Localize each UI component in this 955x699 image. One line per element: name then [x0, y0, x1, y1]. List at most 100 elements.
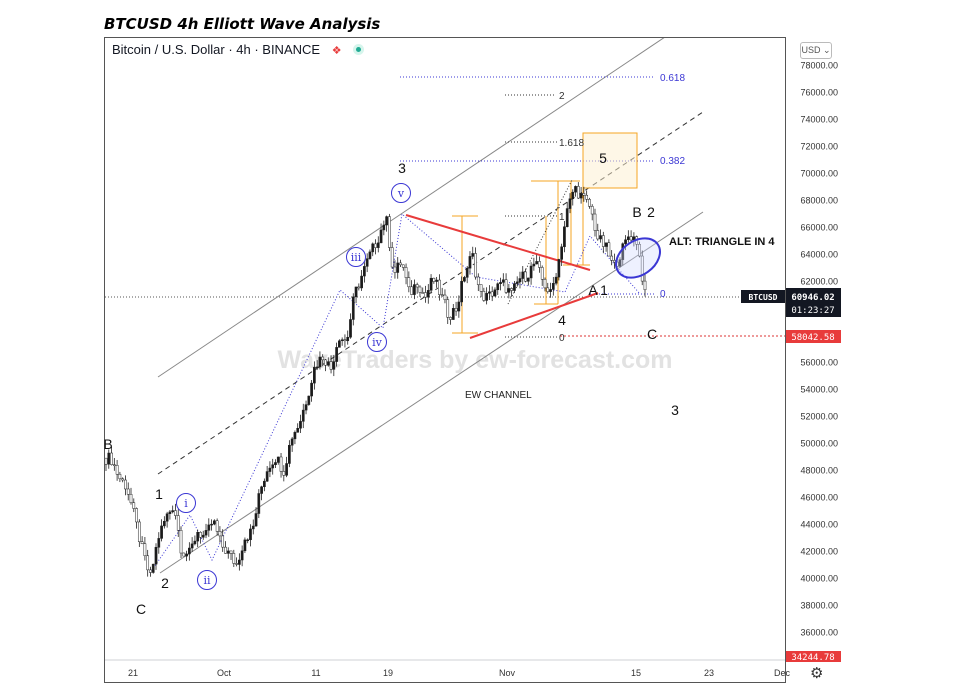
candle-body — [490, 291, 494, 297]
x-tick-label: 19 — [383, 668, 393, 678]
candle-body — [401, 264, 405, 268]
candle-body — [318, 356, 322, 368]
page-title: BTCUSD 4h Elliott Wave Analysis — [104, 15, 381, 33]
time-axis[interactable]: 21 Oct 11 19 Nov 15 23 Dec — [128, 668, 791, 678]
candle-body — [240, 550, 244, 561]
gear-icon[interactable]: ⚙ — [810, 665, 824, 682]
candle-body — [404, 267, 408, 278]
candle-body — [643, 280, 647, 291]
candle-body — [215, 520, 219, 532]
candle-body — [118, 473, 122, 480]
candle-body — [271, 464, 275, 469]
wave-label: ii — [203, 574, 211, 587]
candle-body — [321, 356, 325, 361]
candle-body — [335, 347, 338, 362]
candle-body — [210, 523, 213, 526]
candle-body — [274, 462, 277, 465]
candle-body — [146, 555, 150, 571]
watermark: WaveTraders by ew-forecast.com — [277, 346, 672, 374]
candle-body — [329, 361, 333, 370]
candle-body — [551, 283, 555, 290]
price-tag-symbol: BTCUSD — [749, 293, 778, 302]
candle-body — [360, 275, 363, 289]
wave-label: 2 — [647, 204, 655, 220]
wave-label-circle — [176, 493, 196, 513]
alt-triangle-ellipse[interactable] — [609, 230, 668, 285]
candle-body — [313, 366, 316, 384]
candle-body — [324, 359, 327, 366]
price-tag-last: 60946.02 — [791, 293, 834, 303]
candle-body — [160, 525, 163, 539]
live-dot-icon[interactable] — [353, 44, 365, 55]
candle-body — [399, 262, 402, 266]
fib-label-0618: 0.618 — [660, 73, 685, 84]
x-tick-label: 15 — [631, 668, 641, 678]
candle-body — [338, 340, 341, 348]
candle-body — [363, 266, 366, 277]
price-tag-bottom: 34244.78 — [791, 653, 834, 663]
candle-body — [162, 520, 166, 527]
candle-body — [296, 428, 300, 433]
x-tick-label: Nov — [499, 668, 516, 678]
plot-area — [105, 38, 785, 577]
candle-body — [515, 281, 519, 284]
candle-body — [590, 206, 594, 215]
wave-label: 1 — [600, 282, 608, 298]
candle-body — [554, 276, 558, 284]
candle-body — [238, 559, 241, 565]
candle-body — [182, 552, 186, 557]
candle-body — [165, 513, 169, 522]
candle-body — [524, 271, 527, 282]
candle-body — [471, 253, 475, 257]
candle-body — [151, 563, 155, 573]
candle-body — [407, 277, 411, 288]
symbol-header[interactable]: Bitcoin / U.S. Dollar · 4h · BINANCE ❖ — [112, 42, 365, 57]
triangle-lower-line — [469, 292, 599, 339]
fib-label-0382: 0.382 — [660, 156, 685, 167]
candle-body — [424, 292, 427, 298]
candle-body — [105, 457, 108, 465]
candle-body — [107, 452, 111, 465]
candle-body — [543, 279, 547, 289]
candle-body — [235, 563, 238, 565]
candle-body — [185, 553, 188, 557]
candle-body — [257, 493, 261, 514]
wave-label: C — [647, 326, 657, 342]
candle-body — [421, 292, 425, 294]
candle-body — [135, 508, 138, 523]
candle-body — [176, 515, 180, 531]
candle-body — [599, 235, 602, 240]
fib-label-0-lower: 0 — [559, 333, 565, 344]
candle-body — [140, 541, 144, 544]
candle-body — [149, 569, 152, 573]
candle-body — [476, 276, 480, 285]
candle-body — [221, 535, 225, 548]
candle-body — [204, 530, 208, 536]
candle-body — [340, 339, 344, 342]
candle-body — [193, 540, 197, 545]
target-zone-box[interactable] — [582, 132, 638, 189]
y-tick-label: 40000.00 — [800, 573, 838, 583]
candle-body — [446, 299, 450, 318]
candle-body — [432, 277, 436, 282]
candle-body — [268, 467, 272, 472]
candle-body — [379, 229, 383, 244]
candle-body — [482, 291, 486, 301]
currency-selector[interactable]: USD ⌄ — [800, 42, 832, 59]
candle-body — [229, 550, 233, 554]
wave-label: v — [397, 187, 405, 200]
x-tick-label: 21 — [128, 668, 138, 678]
candle-body — [132, 502, 136, 509]
candle-body — [188, 547, 191, 555]
red-marker-icon[interactable]: ❖ — [331, 45, 342, 57]
candle-body — [549, 289, 552, 292]
candle-body — [485, 293, 488, 301]
wave-label: 5 — [599, 150, 607, 166]
price-axis[interactable]: 36000.00 38000.00 40000.00 42000.00 44000.00… — [800, 60, 838, 637]
candle-body — [304, 404, 308, 411]
candle-body — [196, 532, 200, 542]
candle-body — [538, 261, 541, 268]
y-tick-label: 36000.00 — [800, 627, 838, 637]
candle-body — [179, 530, 183, 554]
